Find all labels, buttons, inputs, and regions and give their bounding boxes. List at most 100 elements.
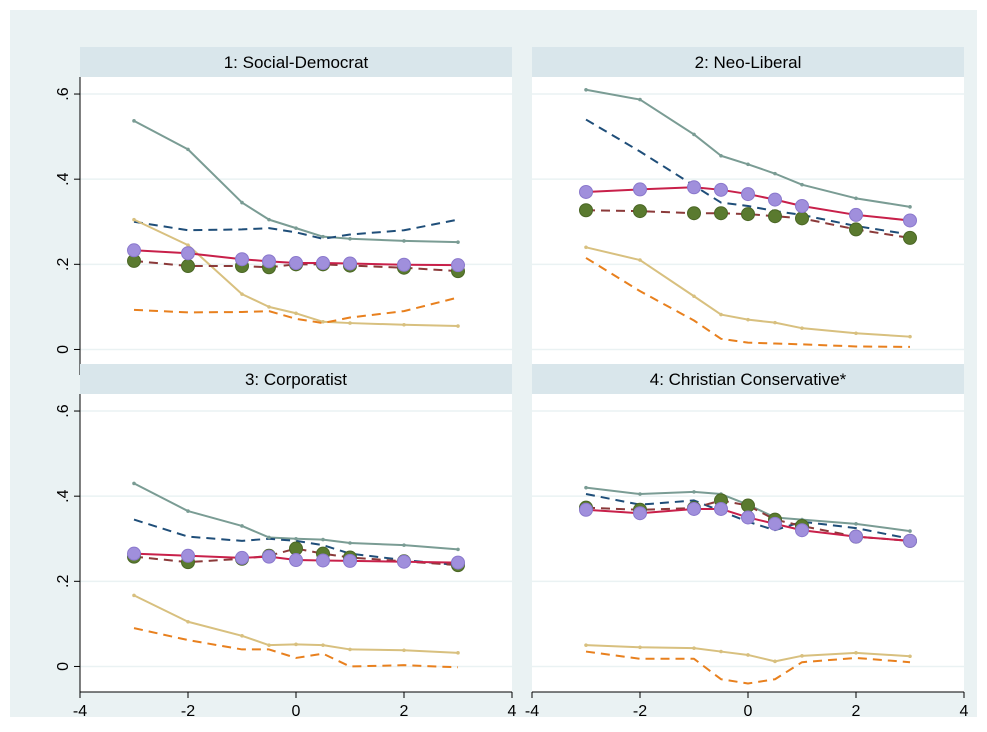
series-point-crimson_solid: [687, 501, 701, 516]
series-point-crimson_solid: [768, 192, 782, 207]
panel-title: 4: Christian Conservative*: [650, 370, 847, 389]
series-point-tan_solid: [240, 292, 244, 296]
series-point-tan_solid: [584, 245, 588, 250]
series-point-grey_solid: [402, 239, 406, 243]
series-point-crimson_solid: [849, 529, 863, 544]
series-point-grey_solid: [132, 119, 136, 123]
series-point-grey_solid: [908, 529, 912, 533]
series-point-tan_solid: [321, 319, 325, 324]
series-point-tan_solid: [584, 643, 588, 647]
series-point-crimson_solid: [235, 550, 249, 565]
series-point-crimson_solid: [397, 554, 411, 569]
series-point-tan_solid: [692, 646, 696, 650]
series-point-maroon_dashed: [579, 203, 593, 218]
series-point-crimson_solid: [289, 256, 303, 271]
series-point-tan_solid: [294, 642, 298, 647]
series-point-tan_solid: [719, 312, 723, 317]
series-point-grey_solid: [267, 535, 271, 540]
series-point-crimson_solid: [343, 256, 357, 271]
series-point-crimson_solid: [181, 246, 195, 261]
series-line-orange_dashed: [585, 257, 911, 348]
series-point-maroon_dashed: [903, 230, 917, 245]
panel-strip: [80, 364, 512, 394]
series-group: [579, 87, 917, 348]
x-tick-label: -4: [525, 703, 539, 720]
y-tick-label: 0: [55, 662, 72, 671]
series-point-grey_solid: [186, 147, 190, 152]
series-point-tan_solid: [854, 331, 858, 336]
series-point-crimson_solid: [316, 256, 330, 271]
series-point-crimson_solid: [127, 243, 141, 258]
series-point-grey_solid: [719, 153, 723, 158]
series-point-grey_solid: [584, 87, 588, 92]
series-point-tan_solid: [456, 324, 460, 328]
series-point-crimson_solid: [687, 180, 701, 195]
panel-4: 4: Christian Conservative* -4 -2 0 2 4: [525, 364, 969, 720]
series-point-grey_solid: [746, 162, 750, 167]
series-point-maroon_dashed: [768, 209, 782, 224]
series-point-tan_solid: [638, 645, 642, 650]
series-point-crimson_solid: [262, 549, 276, 564]
series-point-tan_solid: [746, 317, 750, 322]
panel-title: 3: Corporatist: [245, 370, 347, 389]
series-point-crimson_solid: [903, 533, 917, 548]
panel-strip: [532, 364, 964, 394]
series-line-navy_dashed: [133, 518, 459, 567]
series-point-grey_solid: [692, 132, 696, 137]
series-point-grey_solid: [800, 182, 804, 187]
series-point-grey_solid: [186, 509, 190, 513]
series-point-tan_solid: [908, 654, 912, 659]
series-point-crimson_solid: [795, 523, 809, 538]
series-point-grey_solid: [402, 543, 406, 547]
plot-area: [532, 394, 964, 692]
plot-area: [532, 77, 964, 375]
series-point-maroon_dashed: [633, 204, 647, 219]
series-point-grey_solid: [638, 97, 642, 102]
series-point-grey_solid: [456, 240, 460, 244]
series-point-crimson_solid: [768, 516, 782, 531]
series-line-orange_dashed: [585, 650, 911, 685]
panel-1: 1: Social-Democrat 0 .2 .4 .6: [55, 47, 512, 375]
y-tick-label: 0: [55, 345, 72, 354]
series-point-crimson_solid: [903, 213, 917, 228]
panel-strip: [532, 47, 964, 77]
series-point-grey_solid: [267, 217, 271, 222]
series-point-grey_solid: [240, 200, 244, 205]
series-point-grey_solid: [294, 536, 298, 541]
x-tick-label: -4: [73, 703, 87, 720]
series-point-grey_solid: [456, 547, 460, 552]
series-point-tan_solid: [348, 321, 352, 325]
series-point-tan_solid: [692, 294, 696, 299]
plot-area: [80, 77, 512, 375]
series-point-tan_solid: [132, 217, 136, 222]
y-tick-label: .2: [55, 258, 72, 271]
series-point-tan_solid: [402, 648, 406, 653]
series-point-grey_solid: [584, 485, 588, 490]
series-line-orange_dashed: [133, 627, 459, 669]
panel-strip: [80, 47, 512, 77]
x-tick-label: 4: [508, 703, 517, 720]
series-point-grey_solid: [348, 236, 352, 241]
series-point-tan_solid: [638, 258, 642, 262]
series-group: [127, 119, 465, 328]
series-point-tan_solid: [719, 649, 723, 654]
x-tick-label: 2: [400, 703, 409, 720]
series-point-tan_solid: [294, 311, 298, 316]
series-point-crimson_solid: [289, 553, 303, 568]
series-point-grey_solid: [294, 226, 298, 230]
series-point-crimson_solid: [181, 548, 195, 563]
series-point-tan_solid: [186, 619, 190, 624]
series-point-crimson_solid: [741, 187, 755, 202]
series-point-tan_solid: [773, 320, 777, 325]
series-point-grey_solid: [908, 205, 912, 209]
series-point-grey_solid: [132, 481, 136, 486]
series-point-maroon_dashed: [181, 259, 195, 274]
series-point-crimson_solid: [127, 546, 141, 561]
panel-title: 1: Social-Democrat: [224, 53, 369, 72]
series-point-tan_solid: [267, 643, 271, 647]
series-point-tan_solid: [456, 651, 460, 655]
panel-title: 2: Neo-Liberal: [695, 53, 802, 72]
series-point-crimson_solid: [795, 198, 809, 213]
series-point-crimson_solid: [714, 501, 728, 516]
y-tick-label: .6: [55, 404, 72, 417]
